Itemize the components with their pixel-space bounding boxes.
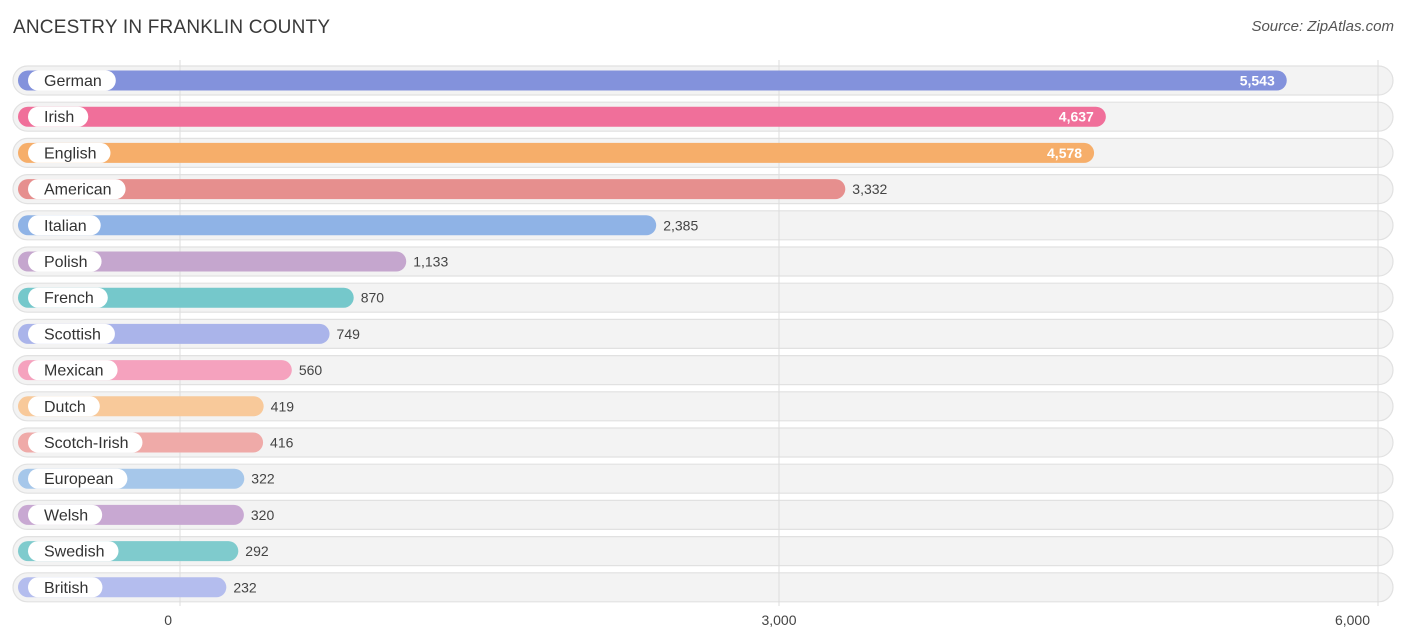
category-label: English xyxy=(44,145,96,162)
value-label: 749 xyxy=(337,326,361,342)
value-label: 4,578 xyxy=(1047,145,1082,161)
row-track xyxy=(12,463,1394,494)
category-pill xyxy=(28,432,143,453)
category-label: French xyxy=(44,290,94,307)
category-pill xyxy=(28,106,89,127)
category-label: Dutch xyxy=(44,399,86,416)
source-credit: Source: ZipAtlas.com xyxy=(1251,18,1394,35)
row-track xyxy=(12,318,1394,349)
bar-german xyxy=(18,70,1287,91)
category-pill xyxy=(28,323,115,344)
chart-title: ANCESTRY IN FRANKLIN COUNTY xyxy=(13,17,331,38)
x-tick-label: 0 xyxy=(164,612,172,628)
row-track xyxy=(12,391,1394,422)
x-tick-label: 3,000 xyxy=(761,612,796,628)
row-track xyxy=(12,427,1394,458)
value-label: 292 xyxy=(245,543,269,559)
value-label: 232 xyxy=(233,579,257,595)
row-track xyxy=(12,355,1394,386)
category-pill xyxy=(28,360,118,381)
value-label: 5,543 xyxy=(1240,73,1275,89)
value-label: 322 xyxy=(251,471,275,487)
value-label: 4,637 xyxy=(1059,109,1094,125)
bar-english xyxy=(18,142,1095,163)
x-tick-label: 6,000 xyxy=(1335,612,1370,628)
category-pill xyxy=(28,396,100,417)
category-label: British xyxy=(44,580,88,597)
category-label: German xyxy=(44,73,102,90)
row-track xyxy=(12,282,1394,313)
row-track xyxy=(12,499,1394,530)
category-pill xyxy=(28,215,101,236)
category-label: Polish xyxy=(44,254,88,271)
value-label: 416 xyxy=(270,435,294,451)
category-label: American xyxy=(44,182,112,199)
value-label: 870 xyxy=(361,290,385,306)
value-label: 1,133 xyxy=(413,254,448,270)
bar-american xyxy=(18,179,846,200)
value-label: 419 xyxy=(271,398,295,414)
category-pill xyxy=(28,541,119,562)
value-label: 320 xyxy=(251,507,275,523)
value-label: 3,332 xyxy=(852,181,887,197)
category-label: Mexican xyxy=(44,363,104,380)
category-label: Welsh xyxy=(44,507,88,524)
category-label: Scotch-Irish xyxy=(44,435,128,452)
row-track xyxy=(12,535,1394,567)
category-label: Italian xyxy=(44,218,87,235)
row-track xyxy=(12,572,1394,603)
category-pill xyxy=(28,468,128,489)
bar-polish xyxy=(18,251,407,272)
category-pill xyxy=(28,142,111,163)
bar-irish xyxy=(18,106,1106,127)
category-pill xyxy=(28,577,103,598)
category-pill xyxy=(28,70,116,91)
value-label: 560 xyxy=(299,362,323,378)
category-label: Irish xyxy=(44,109,74,126)
category-pill xyxy=(28,179,126,200)
bar-italian xyxy=(18,215,657,236)
value-label: 2,385 xyxy=(663,217,698,233)
category-label: Swedish xyxy=(44,544,104,561)
category-pill xyxy=(28,251,102,272)
category-label: European xyxy=(44,471,113,488)
category-pill xyxy=(28,287,108,308)
category-label: Scottish xyxy=(44,326,101,343)
category-pill xyxy=(28,504,103,525)
